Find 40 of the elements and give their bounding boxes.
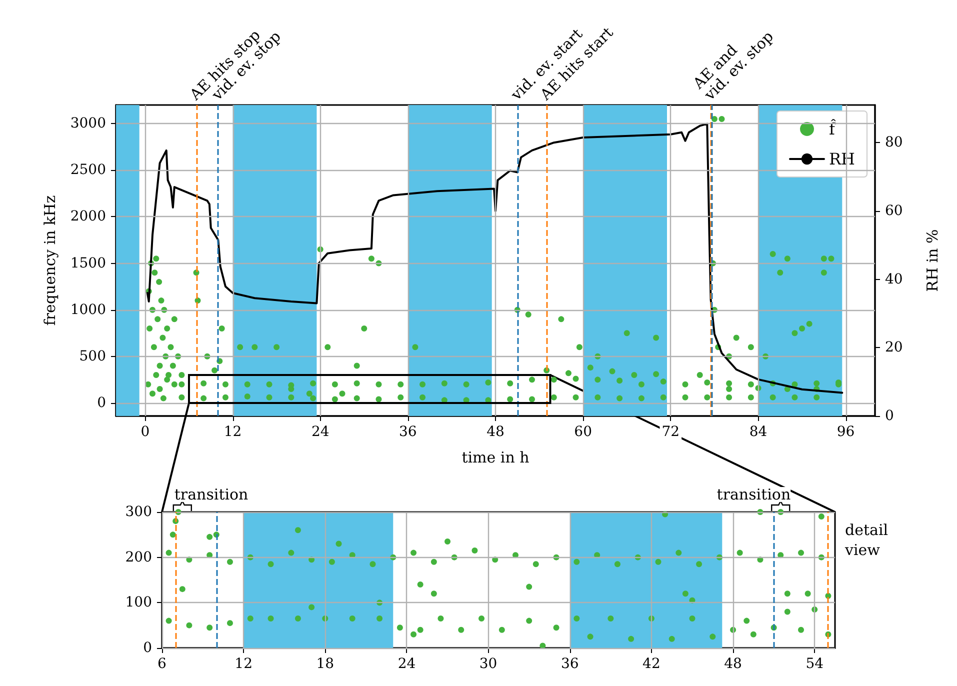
x-tick-label: 48 [724, 656, 742, 672]
x-axis-title: time in h [462, 448, 530, 466]
y-tick-label: 2000 [70, 208, 106, 225]
y-tick-label: 100 [125, 594, 152, 611]
y2-tick-label: 80 [885, 134, 903, 151]
annotation: transition [174, 486, 249, 504]
x-tick-label: 48 [486, 424, 504, 440]
y-axis-title: frequency in kHz [40, 195, 59, 326]
x-tick-label: 72 [662, 424, 680, 440]
y2-axis-title: RH in % [924, 229, 942, 292]
x-tick-label: 36 [560, 656, 579, 672]
x-tick-label: 54 [806, 656, 824, 672]
x-tick-label: 96 [836, 424, 855, 440]
x-tick-label: 42 [642, 656, 660, 672]
x-tick-label: 6 [158, 656, 167, 672]
y-tick-label: 300 [125, 504, 152, 520]
x-tick-label: 84 [749, 424, 768, 440]
text: detail view [844, 521, 888, 559]
y2-tick-label: 40 [885, 271, 903, 288]
x-tick-label: 30 [479, 656, 498, 672]
x-tick-label: 36 [399, 424, 417, 440]
x-tick-label: 18 [316, 656, 334, 672]
y2-tick-label: 60 [885, 202, 903, 219]
y-tick-label: 1500 [70, 255, 106, 272]
x-tick-label: 12 [234, 656, 252, 672]
x-tick-label: 24 [311, 424, 330, 440]
x-tick-label: 12 [224, 424, 242, 440]
y-tick-label: 0 [143, 640, 152, 656]
x-tick-label: 60 [574, 424, 592, 440]
y-tick-label: 3000 [70, 116, 106, 132]
y2-tick-label: 20 [885, 340, 903, 356]
y2-tick-label: 0 [885, 408, 894, 424]
y-tick-label: 2500 [70, 162, 106, 178]
annotation: transition [716, 486, 791, 504]
y-tick-label: 200 [125, 549, 152, 566]
x-tick-label: 24 [398, 656, 416, 672]
y-tick-label: 500 [79, 348, 106, 364]
legend-label: RH [829, 150, 856, 168]
y-tick-label: 1000 [70, 302, 106, 318]
y-tick-label: 0 [97, 394, 106, 411]
